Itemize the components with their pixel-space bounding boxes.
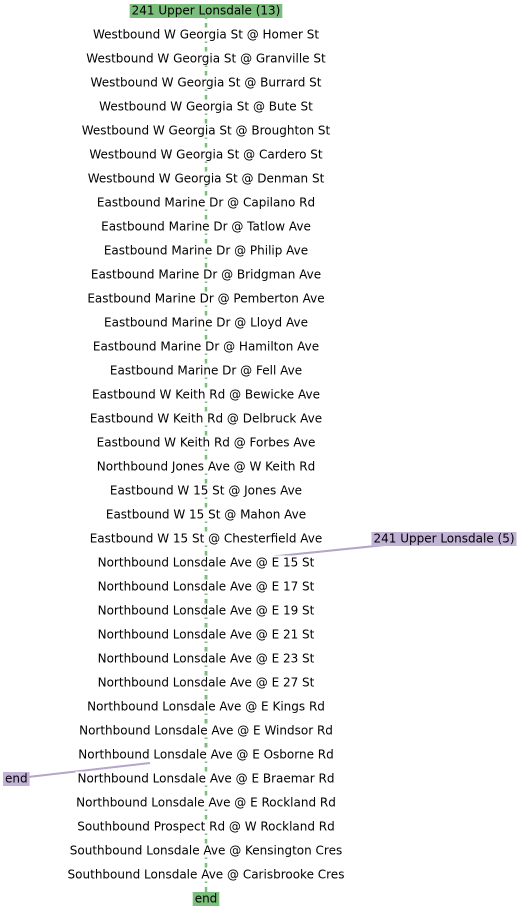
stop-label: Northbound Lonsdale Ave @ E 15 St	[98, 556, 315, 570]
stop-label-bg	[101, 243, 311, 258]
stop-label: Westbound W Georgia St @ Broughton St	[82, 124, 331, 138]
stop-label: Northbound Lonsdale Ave @ E 23 St	[98, 652, 315, 666]
stop-label: Eastbound W Keith Rd @ Delbruck Ave	[90, 412, 322, 426]
stop-label: Eastbound Marine Dr @ Lloyd Ave	[104, 316, 308, 330]
route-5-end-label: end	[5, 772, 28, 786]
stop-label-bg	[94, 435, 318, 450]
stop-label: Southbound Lonsdale Ave @ Kensington Cre…	[70, 844, 343, 858]
stop-label: Eastbound Marine Dr @ Capilano Rd	[97, 196, 315, 210]
route-5-box	[371, 532, 517, 546]
stop-label-bg	[84, 51, 328, 66]
stop-label-bg	[90, 387, 322, 402]
stop-label-bg	[85, 171, 327, 186]
stop-label-bg	[102, 315, 310, 330]
stop-label-bg	[107, 363, 305, 378]
stop-label: Northbound Lonsdale Ave @ E 19 St	[98, 604, 315, 618]
stop-label-bg	[90, 339, 322, 354]
stop-label: Eastbound W Keith Rd @ Bewicke Ave	[92, 388, 320, 402]
stop-label-bg	[103, 507, 309, 522]
stop-label-bg	[107, 483, 305, 498]
stop-label-bg	[87, 147, 325, 162]
route-5-end-box	[3, 772, 30, 786]
stop-label: Westbound W Georgia St @ Homer St	[93, 28, 319, 42]
stop-label-bg	[77, 723, 335, 738]
stop-label-bg	[67, 843, 345, 858]
route-13-box	[129, 4, 283, 18]
stop-label: Southbound Lonsdale Ave @ Carisbrooke Cr…	[68, 868, 345, 882]
stop-label-bg	[76, 747, 336, 762]
stop-label-bg	[87, 531, 325, 546]
stop-label-bg	[99, 219, 313, 234]
stop-label-bg	[75, 819, 337, 834]
stop-label-bg	[95, 555, 317, 570]
stop-label: Eastbound Marine Dr @ Tatlow Ave	[101, 220, 311, 234]
stop-label-bg	[94, 459, 318, 474]
stop-label: Westbound W Georgia St @ Burrard St	[91, 76, 322, 90]
stop-label: Northbound Lonsdale Ave @ E 21 St	[98, 628, 315, 642]
stop-label-bg	[95, 675, 317, 690]
stop-label: Northbound Lonsdale Ave @ E Rockland Rd	[76, 796, 336, 810]
stop-label-bg	[75, 771, 337, 786]
route-5-start-connector	[267, 544, 386, 558]
stop-label: Eastbound Marine Dr @ Hamilton Ave	[93, 340, 319, 354]
route-13-end-box	[192, 892, 220, 906]
stop-label: Eastbound W 15 St @ Jones Ave	[110, 484, 302, 498]
stop-label-bg	[74, 795, 338, 810]
stop-label-bg	[65, 867, 347, 882]
stop-label: Westbound W Georgia St @ Denman St	[88, 172, 325, 186]
route-5-end-connector	[27, 762, 151, 778]
stop-label-bg	[95, 627, 317, 642]
stop-label: Southbound Prospect Rd @ W Rockland Rd	[77, 820, 335, 834]
route-13-end-label: end	[195, 892, 218, 906]
stop-label: Northbound Lonsdale Ave @ E 27 St	[98, 676, 315, 690]
stop-label: Northbound Lonsdale Ave @ E Osborne Rd	[78, 748, 334, 762]
stop-label-bg	[95, 651, 317, 666]
stop-label: Northbound Lonsdale Ave @ E Braemar Rd	[77, 772, 334, 786]
stop-label: Northbound Jones Ave @ W Keith Rd	[97, 460, 315, 474]
stop-label-bg	[88, 267, 324, 282]
stop-label: Eastbound W 15 St @ Mahon Ave	[106, 508, 306, 522]
stop-label: Eastbound Marine Dr @ Pemberton Ave	[87, 292, 324, 306]
stop-label-bg	[85, 291, 327, 306]
stop-label-bg	[95, 603, 317, 618]
stop-label: Northbound Lonsdale Ave @ E Windsor Rd	[79, 724, 333, 738]
stop-label: Northbound Lonsdale Ave @ E 17 St	[98, 580, 315, 594]
stop-label-bg	[94, 195, 318, 210]
route-13-label: 241 Upper Lonsdale (13)	[132, 4, 281, 18]
stop-label: Westbound W Georgia St @ Bute St	[99, 100, 313, 114]
stop-label: Eastbound Marine Dr @ Philip Ave	[104, 244, 308, 258]
stop-label: Eastbound W Keith Rd @ Forbes Ave	[97, 436, 316, 450]
stop-label-bg	[97, 99, 316, 114]
stop-label: Eastbound Marine Dr @ Fell Ave	[110, 364, 302, 378]
stop-label: Eastbound W 15 St @ Chesterfield Ave	[90, 532, 323, 546]
stop-list: Westbound W Georgia St @ Homer St Westbou…	[65, 27, 347, 882]
stop-label-bg	[90, 27, 322, 42]
stop-label: Northbound Lonsdale Ave @ E Kings Rd	[87, 700, 325, 714]
stop-label-bg	[95, 579, 317, 594]
stop-label: Eastbound Marine Dr @ Bridgman Ave	[91, 268, 321, 282]
stop-label: Westbound W Georgia St @ Cardero St	[89, 148, 322, 162]
route-5-label: 241 Upper Lonsdale (5)	[373, 532, 514, 546]
stop-label-bg	[88, 75, 324, 90]
stop-label-bg	[87, 411, 325, 426]
stop-label-bg	[85, 699, 327, 714]
stop-label: Westbound W Georgia St @ Granville St	[86, 52, 326, 66]
stop-label-bg	[79, 123, 333, 138]
